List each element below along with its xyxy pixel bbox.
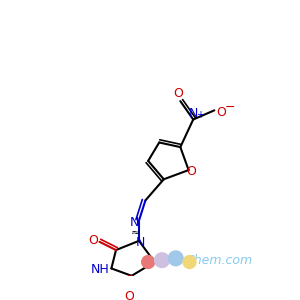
Text: O: O	[88, 234, 98, 248]
Circle shape	[142, 256, 154, 268]
Circle shape	[154, 253, 169, 268]
Text: O: O	[174, 87, 183, 100]
Text: O: O	[216, 106, 226, 119]
Text: N: N	[130, 216, 139, 229]
Text: N: N	[136, 236, 146, 249]
Text: −: −	[225, 101, 235, 114]
Text: ≈: ≈	[130, 228, 140, 238]
Text: +: +	[196, 110, 204, 120]
Circle shape	[183, 256, 196, 268]
Text: O: O	[186, 165, 196, 178]
Text: O: O	[124, 290, 134, 300]
Circle shape	[168, 251, 183, 266]
Text: N: N	[188, 107, 198, 120]
Text: NH: NH	[91, 263, 110, 276]
Text: Chem.com: Chem.com	[185, 254, 253, 267]
